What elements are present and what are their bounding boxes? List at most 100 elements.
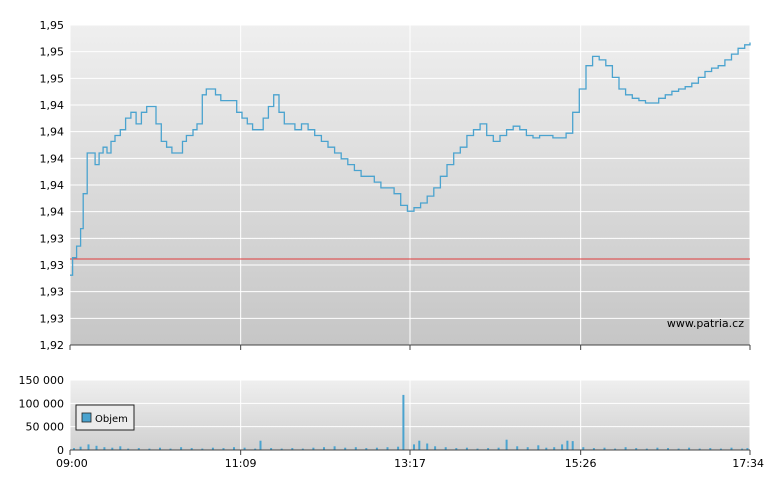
volume-bar xyxy=(270,448,273,450)
volume-bar xyxy=(465,447,468,450)
volume-bar xyxy=(592,448,595,450)
volume-bar xyxy=(413,444,415,450)
volume-bar xyxy=(87,444,90,450)
volume-bar xyxy=(603,447,606,450)
volume-y-tick-label: 100 000 xyxy=(19,397,65,410)
x-tick-label: 09:00 xyxy=(56,457,88,470)
volume-bar xyxy=(418,440,421,450)
price-y-axis: 1,95 1,95 1,95 1,94 1,94 1,94 1,94 1,94 1,93 1,93… xyxy=(40,19,65,352)
volume-bar xyxy=(656,447,659,450)
volume-bar xyxy=(402,394,405,450)
volume-bar xyxy=(233,447,235,450)
watermark: www.patria.cz xyxy=(667,317,744,330)
volume-bar xyxy=(354,447,357,450)
volume-bar xyxy=(698,448,701,450)
volume-bar xyxy=(103,447,106,450)
volume-bar xyxy=(201,448,204,450)
volume-bars xyxy=(73,394,749,450)
volume-chart: 150 000 100 000 50 000 0 09:00 11:09 13:17 15:… xyxy=(19,374,765,470)
volume-bar xyxy=(254,448,257,450)
volume-bar xyxy=(159,447,161,450)
volume-bar xyxy=(148,448,151,450)
price-y-tick-label: 1,95 xyxy=(40,19,65,32)
volume-bar xyxy=(545,447,548,450)
volume-bar xyxy=(526,447,529,450)
volume-bar xyxy=(455,448,458,450)
volume-bar xyxy=(688,447,691,450)
volume-bar xyxy=(516,446,519,450)
volume-bar xyxy=(505,439,508,450)
x-tick-label: 11:09 xyxy=(225,457,257,470)
volume-y-axis: 150 000 100 000 50 000 0 xyxy=(19,374,65,457)
legend-label: Objem xyxy=(95,414,128,425)
x-tick-label: 13:17 xyxy=(394,457,426,470)
volume-bar xyxy=(553,447,556,450)
volume-y-tick-label: 150 000 xyxy=(19,374,65,387)
x-tick-label: 15:26 xyxy=(565,457,597,470)
volume-bar xyxy=(127,448,130,450)
volume-bar xyxy=(180,447,183,450)
volume-x-axis: 09:00 11:09 13:17 15:26 17:34 xyxy=(56,450,764,470)
volume-bar xyxy=(312,447,315,450)
volume-bar xyxy=(243,447,246,450)
volume-bar xyxy=(667,448,669,450)
volume-bar xyxy=(561,444,564,450)
volume-bar xyxy=(169,448,172,450)
volume-bar xyxy=(111,447,114,450)
volume-bar xyxy=(444,447,447,450)
price-y-tick-label: 1,94 xyxy=(40,206,65,219)
volume-bar xyxy=(582,447,585,450)
volume-bar xyxy=(497,447,500,450)
volume-bar xyxy=(645,448,648,450)
price-y-tick-label: 1,93 xyxy=(40,312,65,325)
volume-bar xyxy=(73,448,75,450)
volume-bar xyxy=(291,448,294,450)
volume-bar xyxy=(211,447,214,450)
volume-bar xyxy=(301,448,304,450)
volume-bar xyxy=(487,448,490,450)
volume-bar xyxy=(537,445,540,450)
price-y-tick-label: 1,95 xyxy=(40,46,65,59)
price-x-axis xyxy=(69,345,751,350)
volume-bar xyxy=(190,448,193,450)
x-tick-label: 17:34 xyxy=(732,457,764,470)
volume-bar xyxy=(719,448,722,450)
volume-bar xyxy=(434,446,437,450)
volume-bar xyxy=(709,448,712,450)
volume-bar xyxy=(280,448,283,450)
volume-bar xyxy=(397,446,400,450)
price-y-tick-label: 1,95 xyxy=(40,72,65,85)
price-series-line xyxy=(70,42,751,276)
volume-bar xyxy=(746,448,749,450)
volume-y-tick-label: 0 xyxy=(57,444,64,457)
volume-bar xyxy=(677,448,680,450)
volume-bar xyxy=(386,447,389,450)
price-y-tick-label: 1,94 xyxy=(40,179,65,192)
price-y-tick-label: 1,94 xyxy=(40,99,65,112)
volume-bar xyxy=(571,441,574,450)
price-y-tick-label: 1,93 xyxy=(40,286,65,299)
volume-bar xyxy=(624,447,627,450)
volume-bar xyxy=(79,446,82,450)
legend-swatch xyxy=(81,412,92,423)
volume-bar xyxy=(741,448,744,450)
volume-grid xyxy=(69,379,751,450)
volume-bar xyxy=(259,440,262,450)
volume-bar xyxy=(137,448,140,450)
price-y-tick-label: 1,93 xyxy=(40,259,65,272)
price-grid xyxy=(69,24,751,345)
price-chart: 1,95 1,95 1,95 1,94 1,94 1,94 1,94 1,94 1,93 1,93… xyxy=(40,19,751,352)
volume-bar xyxy=(635,448,638,450)
volume-bar xyxy=(95,445,98,450)
price-y-tick-label: 1,94 xyxy=(40,126,65,139)
volume-bar xyxy=(426,443,429,450)
volume-bar xyxy=(344,447,347,450)
volume-y-tick-label: 50 000 xyxy=(26,421,65,434)
volume-bar xyxy=(730,447,733,450)
volume-bar xyxy=(333,446,336,450)
volume-bar xyxy=(323,447,325,450)
price-y-tick-label: 1,94 xyxy=(40,152,65,165)
volume-bar xyxy=(365,448,368,450)
price-y-tick-label: 1,92 xyxy=(40,339,65,352)
